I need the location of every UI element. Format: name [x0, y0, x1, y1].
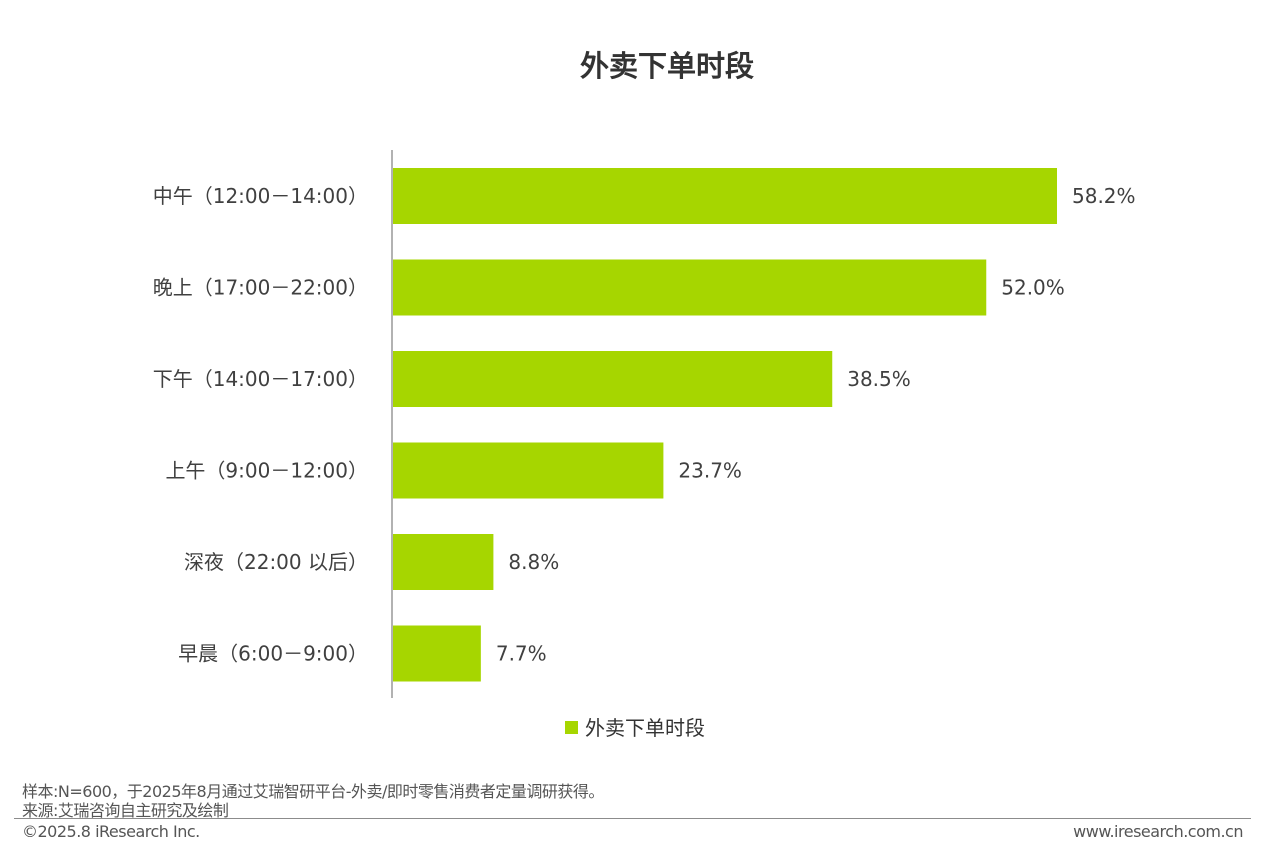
bar — [393, 351, 833, 407]
copyright-text: ©2025.8 iResearch Inc. — [22, 822, 200, 841]
bar — [393, 442, 664, 499]
sample-note: 样本:N=600，于2025年8月通过艾瑞智研平台-外卖/即时零售消费者定量调研… — [22, 782, 604, 801]
footer-divider — [14, 818, 1251, 819]
website-text: www.iresearch.com.cn — [1073, 822, 1243, 841]
value-label: 8.8% — [508, 550, 559, 574]
bar — [393, 168, 1057, 224]
legend: 外卖下单时段 — [565, 716, 705, 740]
source-note: 来源:艾瑞咨询自主研究及绘制 — [22, 801, 229, 820]
category-label: 晚上（17:00－22:00） — [153, 276, 368, 300]
category-label: 下午（14:00－17:00） — [153, 367, 368, 391]
category-label: 上午（9:00－12:00） — [165, 459, 368, 483]
bars-group: 中午（12:00－14:00） 58.2% 晚上（17:00－22:00） 52.0%… — [153, 168, 1136, 682]
bar — [393, 259, 987, 316]
category-label: 深夜（22:00 以后） — [184, 550, 368, 574]
value-label: 7.7% — [496, 642, 547, 666]
legend-swatch — [565, 721, 578, 734]
value-label: 58.2% — [1072, 184, 1136, 208]
category-label: 中午（12:00－14:00） — [153, 184, 368, 208]
legend-label: 外卖下单时段 — [585, 716, 705, 740]
bar — [393, 625, 481, 682]
category-label: 早晨（6:00－9:00） — [178, 642, 368, 666]
value-label: 23.7% — [678, 459, 742, 483]
chart-title: 外卖下单时段 — [580, 49, 754, 83]
value-label: 52.0% — [1001, 276, 1065, 300]
bar — [393, 534, 494, 590]
value-label: 38.5% — [847, 367, 911, 391]
